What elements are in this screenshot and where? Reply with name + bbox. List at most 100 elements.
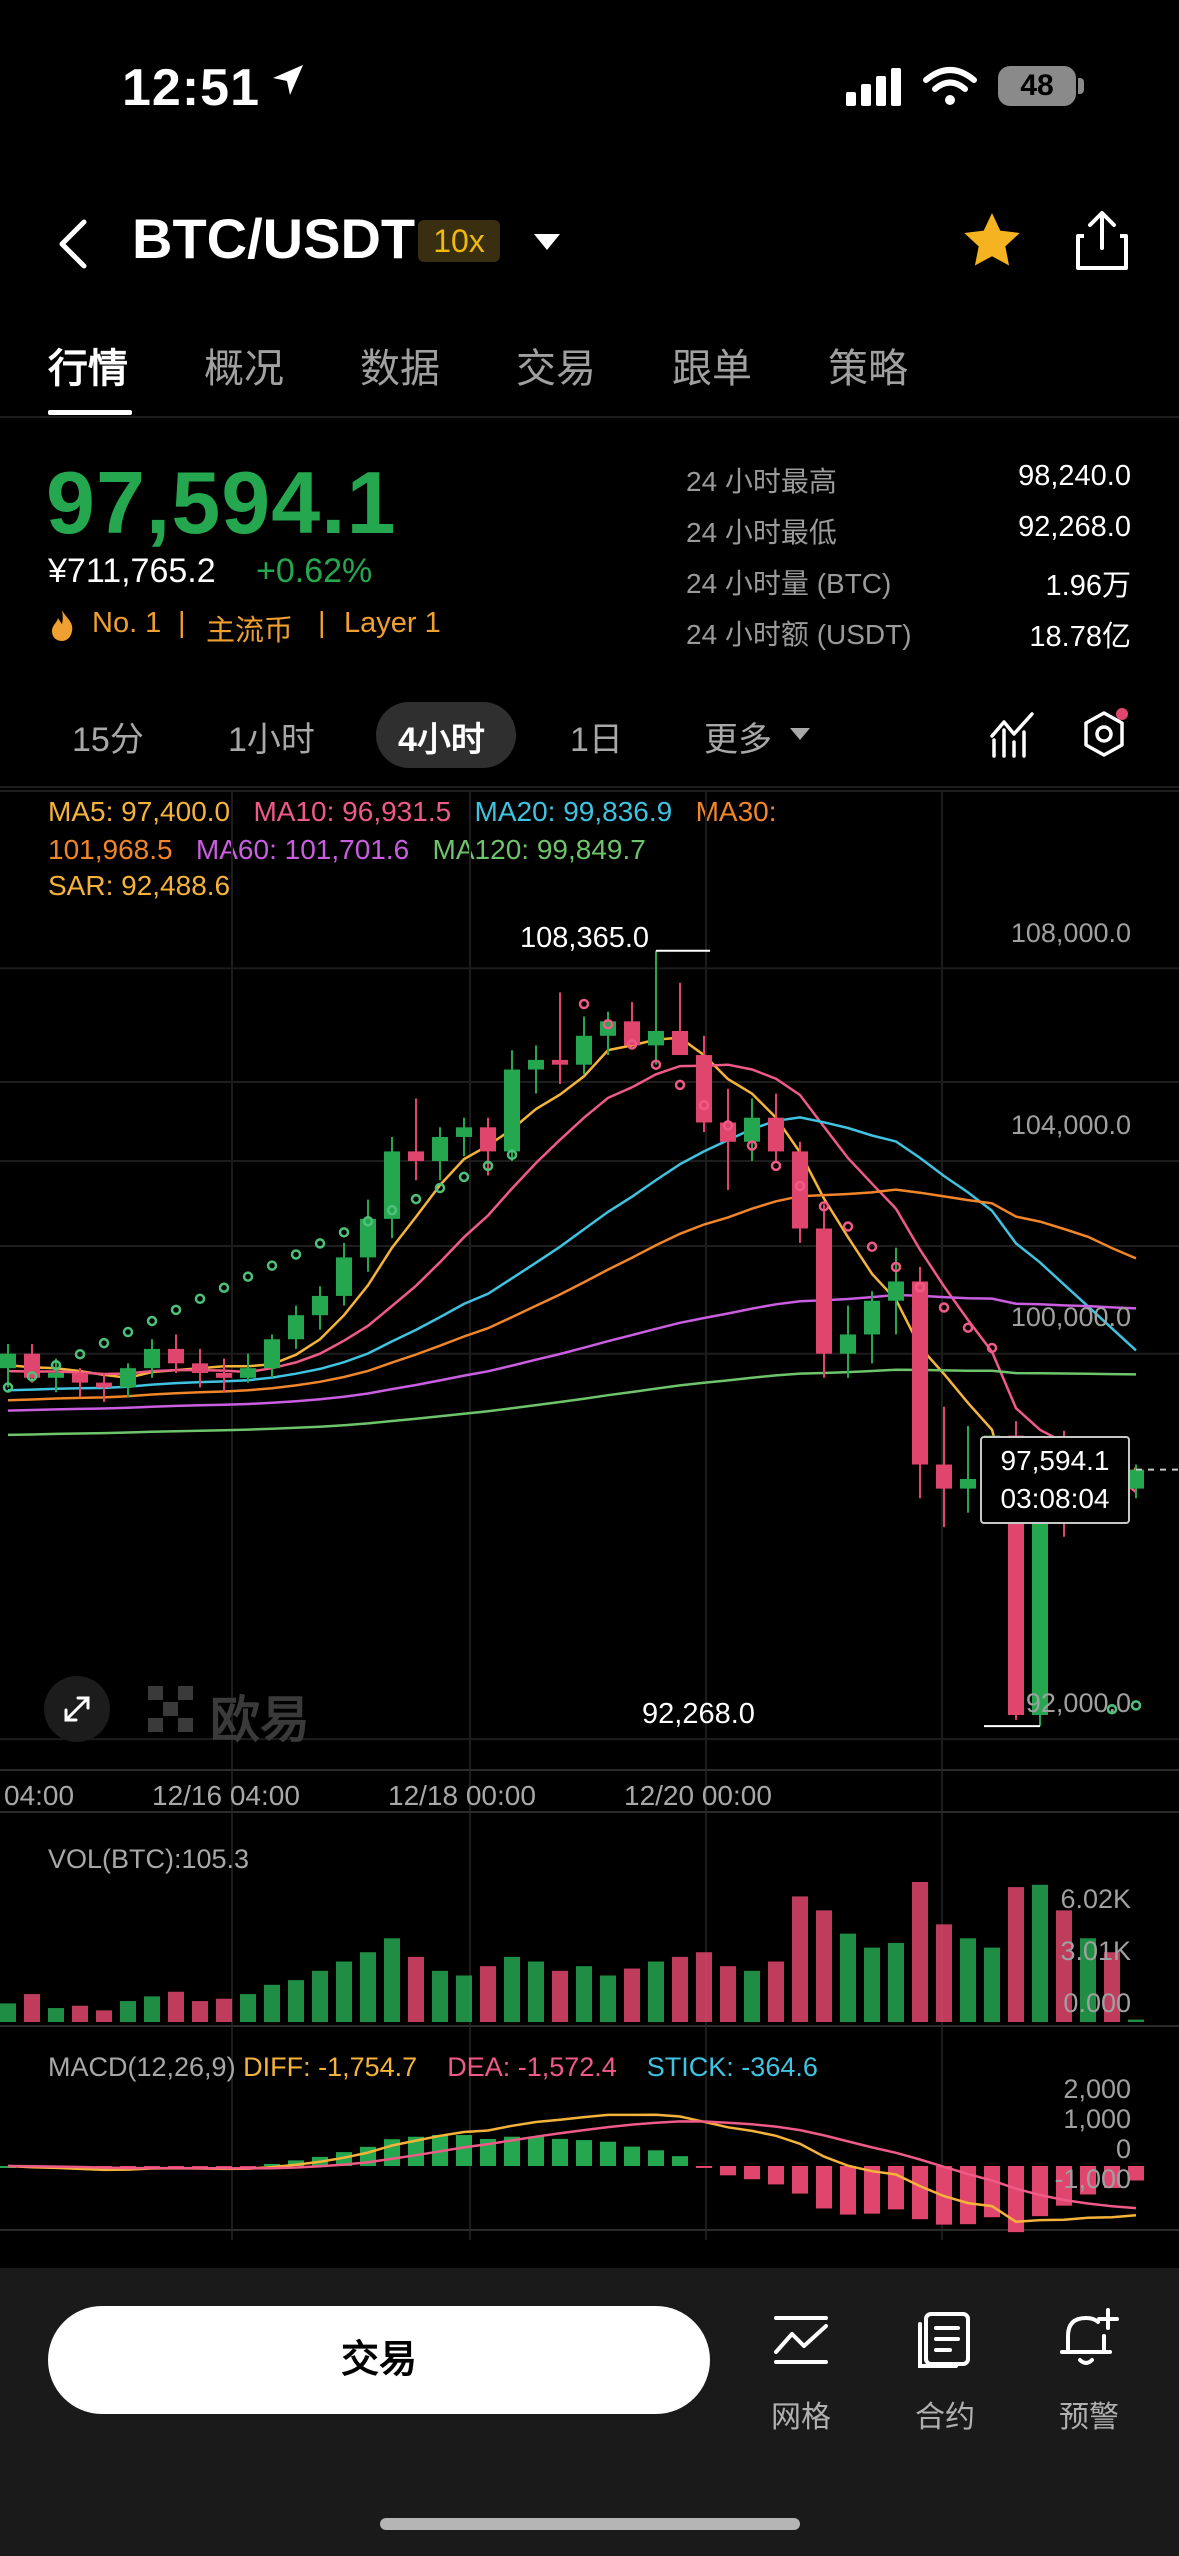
macd-stick: STICK: -364.6 bbox=[646, 2052, 818, 2082]
macd-bar bbox=[720, 2166, 736, 2176]
volume-bar bbox=[384, 1938, 400, 2022]
ma120-value: MA120: 99,849.7 bbox=[432, 834, 646, 865]
sar-dot bbox=[242, 1271, 254, 1282]
alert-label[interactable]: 预警 bbox=[1059, 2401, 1119, 2434]
tab-market[interactable]: 行情 bbox=[48, 347, 128, 391]
sar-dot bbox=[1106, 1703, 1118, 1715]
interval-more[interactable]: 更多 bbox=[704, 721, 772, 759]
sar-dot bbox=[26, 1371, 38, 1382]
macd-bar bbox=[768, 2166, 784, 2185]
candlestick-chart[interactable] bbox=[0, 790, 1179, 2240]
macd-dea-line bbox=[7, 2120, 1137, 2210]
back-chevron-icon[interactable] bbox=[56, 218, 90, 270]
stat-high-value: 98,240.0 bbox=[1018, 460, 1131, 492]
tab-trade[interactable]: 交易 bbox=[516, 347, 596, 391]
macd-legend: MACD(12,26,9) DIFF: -1,754.7 DEA: -1,572… bbox=[48, 2052, 818, 2083]
stat-amount-label: 24 小时额 (USDT) bbox=[686, 619, 912, 650]
candle-body bbox=[576, 1035, 592, 1065]
macd-bar bbox=[744, 2166, 760, 2180]
sar-dot bbox=[218, 1282, 230, 1293]
mainstream-tag[interactable]: 主流币 bbox=[206, 615, 294, 647]
macd-bar bbox=[1032, 2166, 1048, 2217]
watermark: 欧易 bbox=[210, 1692, 310, 1748]
volume-bar bbox=[456, 1975, 472, 2022]
volume-bar bbox=[984, 1947, 1000, 2022]
volume-bar bbox=[480, 1966, 496, 2022]
macd-bar bbox=[864, 2166, 880, 2214]
volume-bar bbox=[528, 1961, 544, 2022]
macd-tick-0: 2,000 bbox=[1063, 2074, 1131, 2104]
sar-dot bbox=[890, 1261, 902, 1273]
macd-label: MACD(12,26,9) bbox=[48, 2052, 236, 2082]
tab-strategy[interactable]: 策略 bbox=[828, 347, 908, 391]
sar-dot bbox=[722, 1120, 734, 1131]
macd-bar bbox=[576, 2140, 592, 2166]
volume-bar bbox=[504, 1956, 520, 2022]
sar-dot bbox=[194, 1293, 206, 1305]
interval-4h[interactable]: 4小时 bbox=[398, 721, 485, 759]
candle-body bbox=[1128, 1469, 1144, 1489]
volume-bar bbox=[168, 1991, 184, 2022]
trade-button[interactable]: 交易 bbox=[48, 2306, 710, 2414]
ma20-value: MA20: 99,836.9 bbox=[474, 796, 673, 827]
pair-dropdown-icon[interactable] bbox=[532, 232, 562, 252]
macd-bar bbox=[528, 2136, 544, 2166]
volume-bar bbox=[336, 1961, 352, 2022]
candle-body bbox=[864, 1300, 880, 1335]
indicator-chart-icon[interactable] bbox=[990, 710, 1036, 758]
y-tick-104000: 104,000.0 bbox=[1010, 1110, 1131, 1140]
macd-bar bbox=[648, 2150, 664, 2166]
sar-dot bbox=[674, 1079, 686, 1091]
volume-bar bbox=[600, 1975, 616, 2022]
macd-bar bbox=[216, 2166, 232, 2168]
pair-title[interactable]: BTC/USDT bbox=[132, 207, 416, 270]
tab-data[interactable]: 数据 bbox=[360, 347, 440, 391]
tab-overview[interactable]: 概况 bbox=[204, 347, 284, 391]
current-price-box[interactable]: 97,594.1 03:08:04 bbox=[980, 1436, 1130, 1524]
interval-1h[interactable]: 1小时 bbox=[228, 721, 315, 759]
tabs-divider bbox=[0, 416, 1179, 418]
contract-label[interactable]: 合约 bbox=[915, 2401, 975, 2434]
sar-dot bbox=[122, 1326, 134, 1338]
settings-hexagon-icon[interactable] bbox=[1078, 708, 1130, 760]
favorite-star-icon[interactable] bbox=[960, 210, 1024, 272]
contract-icon[interactable] bbox=[916, 2310, 974, 2370]
sar-dot bbox=[1130, 1700, 1142, 1711]
volume-bar bbox=[744, 1970, 760, 2022]
grid-label[interactable]: 网格 bbox=[771, 2401, 831, 2434]
expand-icon bbox=[64, 1696, 90, 1722]
sar-dot bbox=[458, 1171, 470, 1183]
alert-bell-icon[interactable] bbox=[1058, 2306, 1120, 2370]
x-tick-1: 12/16 04:00 bbox=[152, 1780, 300, 1811]
macd-bar bbox=[840, 2166, 856, 2215]
sar-dot bbox=[386, 1204, 398, 1216]
tab-copy[interactable]: 跟单 bbox=[672, 347, 752, 391]
grid-strategy-icon[interactable] bbox=[772, 2312, 830, 2368]
leverage-badge[interactable]: 10x bbox=[418, 220, 500, 262]
share-icon[interactable] bbox=[1072, 208, 1132, 272]
expand-chart-button[interactable] bbox=[44, 1676, 110, 1742]
sar-dot bbox=[938, 1302, 950, 1313]
layer-tag[interactable]: Layer 1 bbox=[344, 607, 441, 639]
y-tick-92000: 92,000.0 bbox=[1025, 1688, 1131, 1718]
sar-value: SAR: 92,488.6 bbox=[48, 870, 231, 901]
sar-dot bbox=[170, 1304, 182, 1316]
more-dropdown-icon[interactable] bbox=[788, 726, 812, 742]
ma30-value: 101,968.5 bbox=[48, 834, 173, 865]
home-indicator bbox=[380, 2518, 800, 2530]
last-price: 97,594.1 bbox=[46, 453, 397, 552]
tag-separator: | bbox=[178, 607, 186, 639]
interval-15m[interactable]: 15分 bbox=[72, 721, 144, 759]
flame-icon bbox=[52, 610, 73, 641]
candle-body bbox=[504, 1069, 520, 1152]
interval-1d[interactable]: 1日 bbox=[570, 721, 623, 759]
stat-amount-value: 18.78亿 bbox=[1029, 621, 1131, 653]
macd-bar bbox=[1104, 2166, 1120, 2188]
battery-tip bbox=[1078, 78, 1084, 94]
macd-dea: DEA: -1,572.4 bbox=[447, 2052, 617, 2082]
sar-dot bbox=[578, 998, 590, 1010]
vol-tick-2: 0.000 bbox=[1063, 1988, 1131, 2018]
volume-bar bbox=[672, 1956, 688, 2022]
volume-bar bbox=[576, 1966, 592, 2022]
rank-tag[interactable]: No. 1 bbox=[92, 607, 162, 639]
